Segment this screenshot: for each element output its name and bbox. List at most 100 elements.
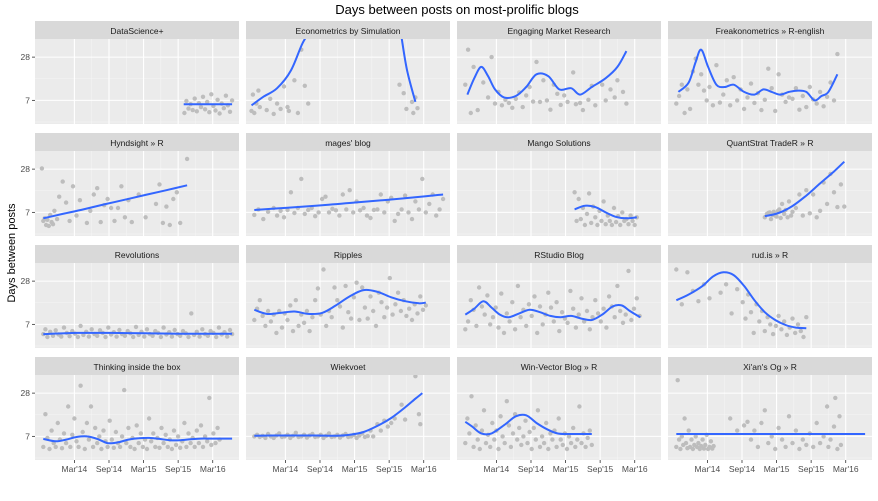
data-point [790,440,795,446]
y-axis-label: Days between posts [6,203,18,303]
data-point [57,194,62,199]
facet-strip [246,245,450,263]
data-point [178,220,183,226]
data-point [582,222,588,228]
data-point [150,333,155,338]
data-point [774,214,779,219]
data-point [463,82,468,87]
data-point [786,95,792,100]
data-point [399,207,404,212]
smooth-trend-line [253,288,426,316]
y-tick-label: 7 [25,319,30,329]
data-point [415,106,420,111]
data-point [603,222,608,227]
data-point [793,205,799,211]
facet-strip [457,21,661,39]
data-point [292,210,297,216]
data-point [837,414,842,419]
data-point [43,327,48,332]
data-point [288,190,294,195]
data-point [762,97,767,103]
data-point [593,298,598,303]
panel-data [463,268,642,336]
data-point [274,330,279,336]
data-point [354,280,359,285]
data-point [263,323,268,329]
data-point [817,440,823,446]
facet-panel: rud.is » R [668,245,872,348]
data-point [701,88,707,93]
facet-strip-label: DataScience+ [110,26,163,36]
data-point [598,319,603,324]
data-point [397,82,402,87]
data-point [97,434,102,439]
data-point [416,207,422,212]
data-point [490,315,496,320]
data-point [782,319,787,324]
data-point [608,87,613,92]
data-point [395,211,401,217]
data-point [304,308,310,314]
data-point [413,199,418,204]
data-point [585,435,590,441]
data-point [481,80,486,85]
data-point [200,444,206,450]
data-point [798,328,803,334]
data-point [133,324,139,330]
data-point [700,437,705,442]
data-point [288,303,293,308]
x-tick-label: Mar'16 [622,464,648,474]
data-point [797,446,802,452]
data-point [682,416,687,421]
data-point [485,95,491,100]
data-point [61,325,67,330]
data-point [703,442,708,448]
data-point [565,320,570,325]
data-point [142,334,147,339]
data-point [398,308,404,314]
data-point [558,102,563,108]
data-point [634,296,639,301]
data-point [790,209,795,214]
data-point [807,211,812,216]
data-point [556,416,561,421]
smooth-trend-line [400,39,417,103]
data-point [548,107,553,112]
data-point [114,334,119,339]
data-point [508,444,514,450]
data-point [779,327,784,332]
data-point [286,108,292,114]
data-point [161,440,166,446]
data-point [804,188,809,193]
smooth-trend-line [43,184,188,220]
panel-data [762,160,847,222]
data-point [169,334,175,339]
data-point [340,192,345,197]
data-point [535,408,541,413]
data-point [696,440,701,446]
data-point [371,308,376,314]
data-point [628,213,633,218]
data-point [560,442,565,448]
panel-data [463,394,594,452]
data-point [785,215,790,220]
data-point [63,200,69,205]
data-point [149,439,154,444]
data-point [144,446,150,452]
data-point [490,420,495,426]
data-point [411,110,416,116]
data-point [95,440,100,446]
data-point [714,62,719,68]
data-point [268,319,274,324]
data-point [440,196,446,202]
data-point [313,298,318,303]
data-point [631,306,637,311]
data-point [416,412,422,417]
data-point [407,306,412,311]
data-point [527,84,532,90]
data-point [473,423,478,428]
data-point [389,420,394,426]
data-point [117,327,122,333]
data-point [599,218,604,224]
